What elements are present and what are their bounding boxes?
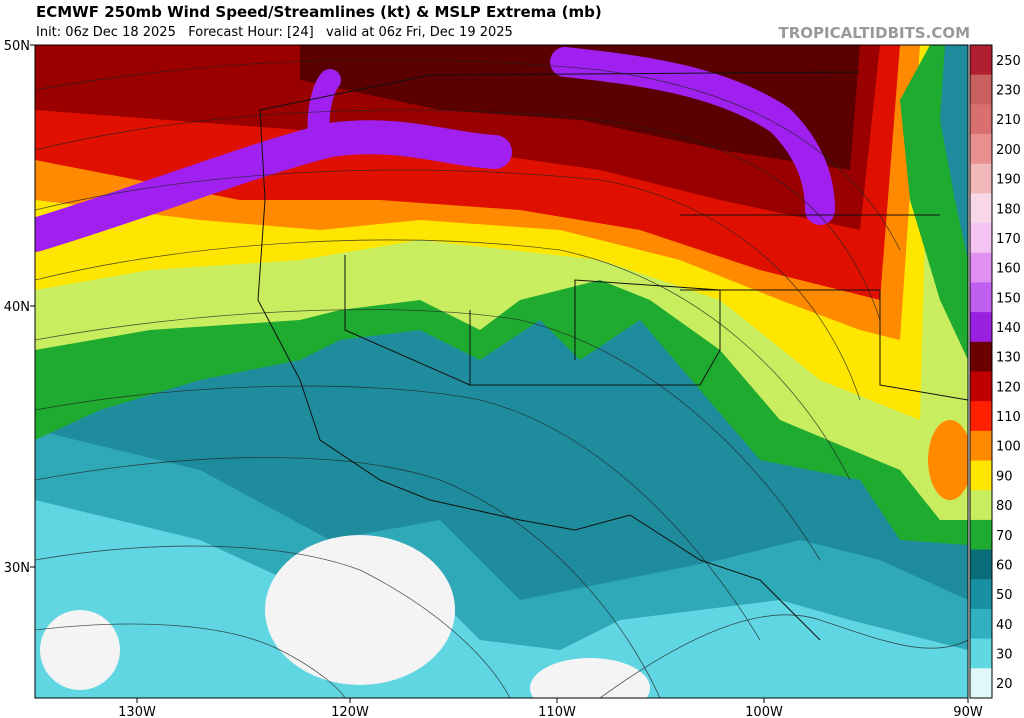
colorbar-label: 60 [996, 558, 1013, 573]
streamlines [35, 59, 968, 698]
title: ECMWF 250mb Wind Speed/Streamlines (kt) … [36, 3, 602, 21]
subtitle: Init: 06z Dec 18 2025 Forecast Hour: [24… [36, 25, 513, 40]
lon-label: 110W [538, 705, 576, 718]
colorbar-swatch [970, 490, 992, 521]
colorbar-swatch [970, 134, 992, 165]
colorbar-label: 210 [996, 113, 1021, 128]
colorbar-swatch [970, 401, 992, 432]
colorbar-frame [969, 44, 993, 699]
colorbar-swatch [970, 430, 992, 462]
colorbar-swatch [970, 341, 992, 372]
colorbar-swatch [970, 579, 992, 610]
colorbar-swatch [970, 668, 992, 699]
colorbar-swatch [970, 549, 992, 580]
borders [257, 71, 968, 641]
colorbar-label: 180 [996, 202, 1021, 217]
colorbar-label: 50 [996, 588, 1013, 603]
colorbar-label: 80 [996, 499, 1013, 514]
colorbar-label: 30 [996, 647, 1013, 662]
lon-label: 130W [118, 705, 156, 718]
map-frame [34, 44, 969, 699]
colorbar-swatch [970, 371, 992, 402]
colorbar-label: 110 [996, 410, 1021, 425]
watermark: TROPICALTIDBITS.COM [778, 24, 971, 42]
lat-label: 30N [4, 561, 30, 576]
colorbar-swatch [970, 638, 992, 669]
lat-label: 50N [4, 39, 30, 54]
colorbar-label: 100 [996, 440, 1021, 455]
colorbar-label: 120 [996, 380, 1021, 395]
colorbar-label: 230 [996, 84, 1021, 99]
colorbar-label: 200 [996, 143, 1021, 158]
colorbar: 250 230 210 200 190 180 170 160 150 140 130 120 110 1… [969, 44, 1021, 699]
colorbar-label: 90 [996, 469, 1013, 484]
colorbar-label: 170 [996, 232, 1021, 247]
map [35, 45, 968, 698]
colorbar-label: 20 [996, 677, 1013, 692]
colorbar-swatch [970, 608, 992, 640]
colorbar-label: 70 [996, 529, 1013, 544]
colorbar-swatch [970, 312, 992, 343]
colorbar-swatch [970, 460, 992, 491]
lon-label: 120W [331, 705, 369, 718]
colorbar-label: 190 [996, 173, 1021, 188]
colorbar-swatch [970, 282, 992, 313]
colorbar-swatch [970, 163, 992, 194]
colorbar-label: 150 [996, 291, 1021, 306]
colorbar-swatch [970, 104, 992, 135]
colorbar-label: 160 [996, 262, 1021, 277]
lon-label: 90W [953, 705, 983, 718]
colorbar-swatch [970, 519, 992, 551]
colorbar-swatch [970, 223, 992, 254]
lon-label: 100W [745, 705, 783, 718]
colorbar-swatch [970, 45, 992, 76]
colorbar-label: 250 [996, 54, 1021, 69]
colorbar-label: 140 [996, 321, 1021, 336]
colorbar-label: 40 [996, 618, 1013, 633]
colorbar-swatch [970, 252, 992, 283]
colorbar-label: 130 [996, 351, 1021, 366]
colorbar-swatch [970, 74, 992, 105]
colorbar-swatch [970, 193, 992, 224]
lat-label: 40N [4, 300, 30, 315]
